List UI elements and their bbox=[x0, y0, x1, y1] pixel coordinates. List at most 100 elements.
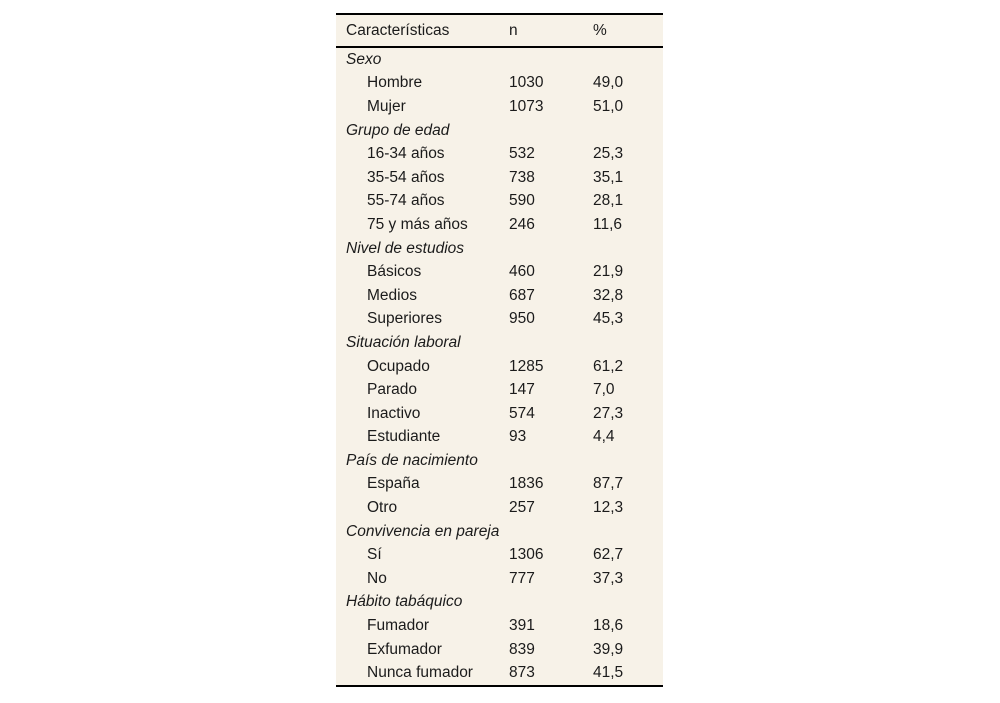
row-percent-value: 25,3 bbox=[593, 145, 624, 163]
table-row: Parado 147 7,0 bbox=[336, 378, 663, 402]
column-header-n: n bbox=[509, 21, 518, 39]
section-label: Sexo bbox=[346, 50, 382, 68]
table-row: Sí 1306 62,7 bbox=[336, 543, 663, 567]
table-row: España 1836 87,7 bbox=[336, 473, 663, 497]
section-header-row: Convivencia en pareja bbox=[336, 520, 663, 544]
row-label: No bbox=[367, 569, 387, 587]
row-n-value: 1073 bbox=[509, 97, 544, 115]
table-row: No 777 37,3 bbox=[336, 567, 663, 591]
row-n-value: 1306 bbox=[509, 546, 544, 564]
row-label: 35-54 años bbox=[367, 168, 445, 186]
section-label: Grupo de edad bbox=[346, 121, 450, 139]
row-n-value: 257 bbox=[509, 499, 535, 517]
row-label: Fumador bbox=[367, 617, 430, 635]
row-label: Mujer bbox=[367, 97, 406, 115]
row-n-value: 873 bbox=[509, 664, 535, 682]
row-percent-value: 61,2 bbox=[593, 357, 624, 375]
row-label: Exfumador bbox=[367, 640, 442, 658]
row-label: Estudiante bbox=[367, 428, 441, 446]
row-percent-value: 4,4 bbox=[593, 428, 615, 446]
table-row: 55-74 años 590 28,1 bbox=[336, 190, 663, 214]
row-percent-value: 49,0 bbox=[593, 74, 624, 92]
row-label: Inactivo bbox=[367, 404, 421, 422]
row-percent-value: 37,3 bbox=[593, 569, 624, 587]
row-n-value: 738 bbox=[509, 168, 535, 186]
table-row: 16-34 años 532 25,3 bbox=[336, 142, 663, 166]
table-row: Fumador 391 18,6 bbox=[336, 614, 663, 638]
row-percent-value: 51,0 bbox=[593, 97, 624, 115]
row-percent-value: 62,7 bbox=[593, 546, 624, 564]
table-row: Nunca fumador 873 41,5 bbox=[336, 661, 663, 685]
row-n-value: 574 bbox=[509, 404, 535, 422]
row-percent-value: 7,0 bbox=[593, 381, 615, 399]
table-row: Superiores 950 45,3 bbox=[336, 308, 663, 332]
row-label: 75 y más años bbox=[367, 215, 468, 233]
row-percent-value: 21,9 bbox=[593, 263, 624, 281]
section-label: Convivencia en pareja bbox=[346, 522, 500, 540]
row-label: Superiores bbox=[367, 310, 442, 328]
row-n-value: 460 bbox=[509, 263, 535, 281]
row-label: Medios bbox=[367, 286, 417, 304]
table-row: Hombre 1030 49,0 bbox=[336, 72, 663, 96]
row-n-value: 1285 bbox=[509, 357, 544, 375]
table-row: Básicos 460 21,9 bbox=[336, 260, 663, 284]
row-n-value: 93 bbox=[509, 428, 527, 446]
table-row: 35-54 años 738 35,1 bbox=[336, 166, 663, 190]
table-row: Inactivo 574 27,3 bbox=[336, 402, 663, 426]
section-label: Nivel de estudios bbox=[346, 239, 465, 257]
row-n-value: 147 bbox=[509, 381, 535, 399]
section-label: Hábito tabáquico bbox=[346, 593, 463, 611]
row-percent-value: 35,1 bbox=[593, 168, 624, 186]
table-row: 75 y más años 246 11,6 bbox=[336, 213, 663, 237]
section-header-row: Hábito tabáquico bbox=[336, 591, 663, 615]
row-percent-value: 45,3 bbox=[593, 310, 624, 328]
column-header-percent: % bbox=[593, 21, 607, 39]
column-header-caracteristicas: Características bbox=[346, 21, 450, 39]
section-header-row: Sexo bbox=[336, 48, 663, 72]
row-label: 16-34 años bbox=[367, 145, 445, 163]
row-n-value: 777 bbox=[509, 569, 535, 587]
row-percent-value: 28,1 bbox=[593, 192, 624, 210]
table-row: Mujer 1073 51,0 bbox=[336, 95, 663, 119]
table-row: Estudiante 93 4,4 bbox=[336, 426, 663, 450]
row-n-value: 839 bbox=[509, 640, 535, 658]
row-percent-value: 11,6 bbox=[593, 215, 623, 233]
row-label: Sí bbox=[367, 546, 382, 564]
row-percent-value: 12,3 bbox=[593, 499, 624, 517]
row-percent-value: 41,5 bbox=[593, 664, 624, 682]
section-header-row: Situación laboral bbox=[336, 331, 663, 355]
row-n-value: 391 bbox=[509, 617, 535, 635]
section-header-row: Nivel de estudios bbox=[336, 237, 663, 261]
table-row: Medios 687 32,8 bbox=[336, 284, 663, 308]
table-row: Otro 257 12,3 bbox=[336, 496, 663, 520]
section-label: País de nacimiento bbox=[346, 451, 478, 469]
row-n-value: 246 bbox=[509, 215, 535, 233]
section-header-row: Grupo de edad bbox=[336, 119, 663, 143]
row-n-value: 532 bbox=[509, 145, 535, 163]
table-row: Ocupado 1285 61,2 bbox=[336, 355, 663, 379]
table-row: Exfumador 839 39,9 bbox=[336, 638, 663, 662]
table-header-row: Características n % bbox=[336, 15, 663, 48]
row-label: Hombre bbox=[367, 74, 423, 92]
row-n-value: 1836 bbox=[509, 475, 544, 493]
section-label: Situación laboral bbox=[346, 333, 461, 351]
row-n-value: 950 bbox=[509, 310, 535, 328]
row-percent-value: 27,3 bbox=[593, 404, 624, 422]
row-label: Parado bbox=[367, 381, 417, 399]
section-header-row: País de nacimiento bbox=[336, 449, 663, 473]
row-label: Nunca fumador bbox=[367, 664, 473, 682]
table-body: Sexo Hombre 1030 49,0 Mujer 1073 51,0 Grupo de … bbox=[336, 48, 663, 685]
row-percent-value: 18,6 bbox=[593, 617, 624, 635]
row-label: Otro bbox=[367, 499, 398, 517]
row-label: España bbox=[367, 475, 420, 493]
row-percent-value: 87,7 bbox=[593, 475, 624, 493]
row-label: Ocupado bbox=[367, 357, 430, 375]
row-label: 55-74 años bbox=[367, 192, 445, 210]
row-percent-value: 39,9 bbox=[593, 640, 624, 658]
characteristics-table: Características n % Sexo Hombre 1030 49,0 Mu… bbox=[336, 13, 663, 688]
row-n-value: 687 bbox=[509, 286, 535, 304]
row-label: Básicos bbox=[367, 263, 422, 281]
row-n-value: 1030 bbox=[509, 74, 544, 92]
row-percent-value: 32,8 bbox=[593, 286, 624, 304]
row-n-value: 590 bbox=[509, 192, 535, 210]
